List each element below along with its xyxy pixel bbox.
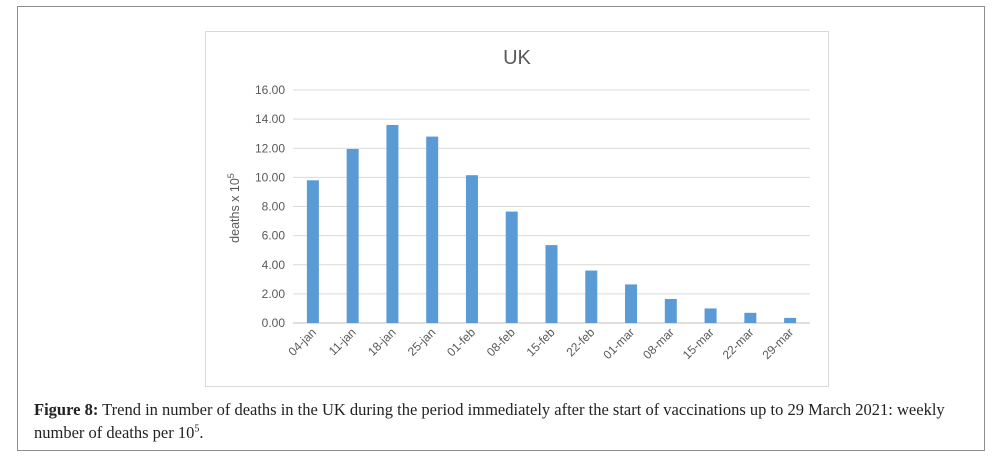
caption-sup: 5 [194,423,200,435]
x-tick-label: 22-mar [720,325,757,362]
bar-01-feb [465,175,478,323]
bars [306,124,797,323]
y-tick-labels: 0.00 2.00 4.00 6.00 8.00 10.00 12.00 14.00 16.00 [255,83,285,330]
x-tick-label: 15-mar [680,325,717,362]
y-tick-label: 0.00 [262,316,286,330]
y-axis-label-text: deaths x 10 [228,178,242,243]
x-tick-label: 22-feb [563,325,597,359]
bar-chart: UK deaths x 105 0.00 2.00 4.00 6.00 8.00 10.0… [226,47,810,362]
y-tick-label: 16.00 [255,83,285,97]
x-tick-label: 11-jan [326,325,359,358]
bar-22-mar [744,312,757,323]
bar-11-jan [346,148,359,323]
y-tick-label: 12.00 [255,141,285,155]
x-tick-label: 29-mar [759,325,796,362]
y-tick-label: 2.00 [262,287,286,301]
x-tick-label: 25-jan [405,325,438,358]
chart-area: UK deaths x 105 0.00 2.00 4.00 6.00 8.00 10.0… [205,31,829,387]
bar-04-jan [306,180,319,323]
y-tick-label: 14.00 [255,112,285,126]
y-axis-label: deaths x 105 [226,173,242,243]
bar-22-feb [585,270,598,323]
bar-08-feb [505,211,518,323]
x-tick-labels: 04-jan 11-jan 18-jan 25-jan 01-feb 08-feb 15-f… [286,325,797,362]
gridlines [293,89,810,324]
chart-title: UK [503,47,531,69]
figure-caption: Figure 8: Trend in number of deaths in t… [34,398,979,444]
x-tick-label: 18-jan [365,325,398,358]
bar-15-feb [545,245,558,323]
y-axis-label-sup: 5 [226,173,236,178]
bar-25-jan [426,136,439,323]
figure-frame: UK deaths x 105 0.00 2.00 4.00 6.00 8.00 10.0… [17,6,985,451]
x-tick-label: 08-mar [640,325,677,362]
y-tick-label: 10.00 [255,170,285,184]
caption-text: Trend in number of deaths in the UK duri… [34,400,945,442]
y-tick-label: 8.00 [262,200,286,214]
caption-end: . [199,423,204,442]
y-tick-label: 4.00 [262,258,286,272]
bar-15-mar [704,308,717,323]
x-tick-label: 04-jan [286,325,319,358]
bar-29-mar [784,317,797,323]
bar-08-mar [664,298,677,323]
bar-01-mar [625,284,638,323]
caption-label: Figure 8: [34,400,99,419]
y-tick-label: 6.00 [262,229,286,243]
bar-18-jan [386,124,399,323]
x-tick-label: 01-mar [600,325,637,362]
x-tick-label: 15-feb [524,325,558,359]
x-tick-label: 01-feb [444,325,478,359]
x-tick-label: 08-feb [484,325,518,359]
